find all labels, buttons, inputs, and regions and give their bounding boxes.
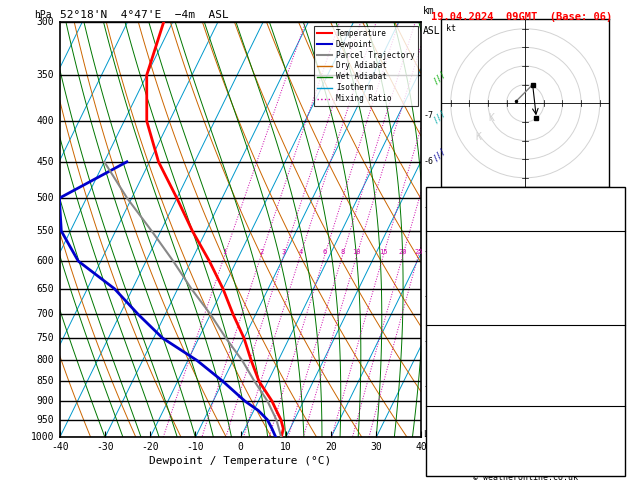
Text: 1008: 1008 (599, 341, 621, 349)
Text: -4: -4 (423, 247, 433, 256)
Text: -6: -6 (423, 156, 433, 166)
Text: K: K (431, 192, 437, 202)
Text: StmSpd (kt): StmSpd (kt) (431, 462, 491, 471)
Text: 15: 15 (379, 249, 387, 255)
Text: StmDir: StmDir (431, 448, 464, 457)
Text: Pressure (mb): Pressure (mb) (431, 341, 501, 349)
Text: 4: 4 (615, 287, 621, 296)
Text: 4: 4 (615, 367, 621, 377)
Text: -5: -5 (423, 203, 433, 211)
Text: θₑ (K): θₑ (K) (431, 354, 464, 363)
Text: ///: /// (431, 108, 448, 125)
Text: CAPE (J): CAPE (J) (431, 300, 474, 309)
Text: 350: 350 (36, 70, 54, 80)
Text: -1: -1 (423, 382, 433, 391)
Text: 2: 2 (259, 249, 264, 255)
Legend: Temperature, Dewpoint, Parcel Trajectory, Dry Adiabat, Wet Adiabat, Isotherm, Mi: Temperature, Dewpoint, Parcel Trajectory… (314, 26, 418, 106)
Text: ///: /// (431, 146, 448, 163)
Text: ///: /// (431, 239, 448, 256)
Text: kt: kt (447, 24, 457, 34)
Text: PW (cm): PW (cm) (431, 220, 469, 228)
Text: K: K (489, 113, 494, 123)
Text: -3: -3 (423, 292, 433, 301)
Text: 850: 850 (36, 376, 54, 386)
Text: 23: 23 (610, 192, 621, 202)
Text: km: km (423, 6, 435, 16)
Text: CIN (J): CIN (J) (431, 314, 469, 323)
Text: 4: 4 (615, 395, 621, 403)
Text: Totals Totals: Totals Totals (431, 206, 501, 215)
Text: 950: 950 (36, 415, 54, 425)
Text: 300: 300 (36, 17, 54, 27)
Text: 19.04.2024  09GMT  (Base: 06): 19.04.2024 09GMT (Base: 06) (431, 12, 612, 22)
Text: ///: /// (431, 407, 448, 424)
Text: ASL: ASL (423, 26, 441, 36)
Text: 4: 4 (615, 314, 621, 323)
Text: CIN (J): CIN (J) (431, 395, 469, 403)
Text: Hodograph: Hodograph (501, 408, 550, 417)
Text: 20: 20 (399, 249, 407, 255)
Text: 750: 750 (36, 333, 54, 343)
Text: 6: 6 (323, 249, 327, 255)
Text: θₑ(K): θₑ(K) (431, 274, 459, 282)
Text: 900: 900 (36, 396, 54, 406)
Text: 299: 299 (604, 354, 621, 363)
Text: Mixing Ratio (g/kg): Mixing Ratio (g/kg) (464, 178, 473, 281)
Text: 38: 38 (610, 462, 621, 471)
Text: 400: 400 (36, 116, 54, 126)
X-axis label: Dewpoint / Temperature (°C): Dewpoint / Temperature (°C) (150, 456, 331, 467)
Text: Temp (°C): Temp (°C) (431, 246, 480, 256)
Text: 7.8: 7.8 (604, 260, 621, 269)
Text: 9: 9 (615, 246, 621, 256)
Text: ///: /// (431, 357, 448, 374)
Text: Most Unstable: Most Unstable (491, 327, 560, 336)
Text: 1.61: 1.61 (599, 220, 621, 228)
Text: Dewp (°C): Dewp (°C) (431, 260, 480, 269)
Text: Surface: Surface (507, 233, 544, 242)
Text: ///: /// (431, 274, 448, 291)
Text: 328°: 328° (599, 448, 621, 457)
Text: 55: 55 (610, 435, 621, 444)
Text: Lifted Index: Lifted Index (431, 287, 496, 296)
Text: 600: 600 (36, 256, 54, 266)
Text: CAPE (J): CAPE (J) (431, 381, 474, 390)
Text: 8: 8 (340, 249, 345, 255)
Text: 800: 800 (36, 355, 54, 365)
Text: 299: 299 (604, 274, 621, 282)
Text: 4: 4 (298, 249, 303, 255)
Text: 650: 650 (36, 284, 54, 294)
Text: SREH: SREH (431, 435, 453, 444)
Text: 500: 500 (36, 193, 54, 203)
Text: -7: -7 (423, 111, 433, 121)
Text: 50: 50 (610, 206, 621, 215)
Text: 0: 0 (615, 421, 621, 430)
Text: 55: 55 (610, 381, 621, 390)
Text: ///: /// (431, 69, 448, 87)
Text: 55: 55 (610, 300, 621, 309)
Text: 3: 3 (282, 249, 286, 255)
Text: LCL: LCL (423, 431, 438, 439)
Text: 1000: 1000 (31, 433, 54, 442)
Text: 1: 1 (223, 249, 227, 255)
Text: 450: 450 (36, 157, 54, 167)
Text: © weatheronline.co.uk: © weatheronline.co.uk (473, 473, 577, 482)
Text: 52°18'N  4°47'E  −4m  ASL: 52°18'N 4°47'E −4m ASL (60, 10, 228, 20)
Text: K: K (476, 132, 482, 142)
Text: -2: -2 (423, 337, 433, 346)
Text: EH: EH (431, 421, 442, 430)
Text: 10: 10 (352, 249, 361, 255)
Text: Lifted Index: Lifted Index (431, 367, 496, 377)
Text: 700: 700 (36, 309, 54, 319)
Text: 550: 550 (36, 226, 54, 236)
Text: hPa: hPa (35, 10, 52, 20)
Text: 25: 25 (414, 249, 423, 255)
